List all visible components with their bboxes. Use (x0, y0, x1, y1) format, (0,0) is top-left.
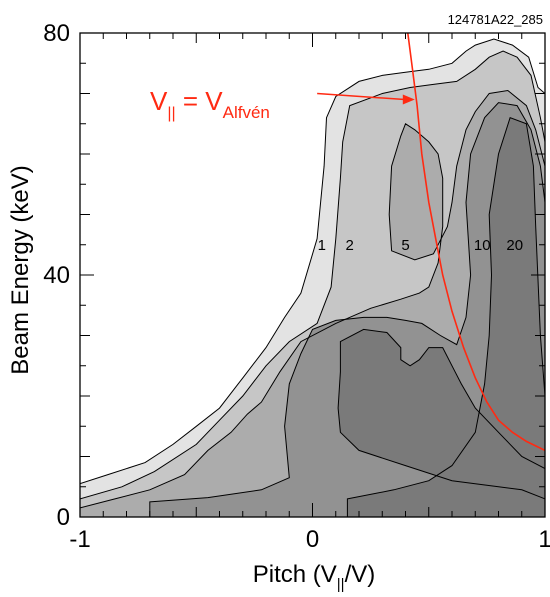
x-tick-label: 1 (538, 526, 550, 553)
axis-ticks (79, 32, 546, 518)
contour-fill-inner (338, 329, 545, 499)
contour-lines (80, 38, 545, 517)
contour-line-level-10 (149, 102, 545, 517)
annotation-label: V|| = VAlfvén (150, 86, 270, 122)
contour-label-2: 2 (346, 237, 354, 254)
contour-level-labels: 1 2 5 10 20 (318, 237, 523, 254)
contour-label-10: 10 (474, 237, 491, 254)
y-tick-label: 40 (43, 262, 70, 289)
figure-id: 124781A22_285 (448, 12, 543, 27)
alfven-annotation: V|| = VAlfvén (150, 86, 415, 122)
annotation-arrow-head (402, 94, 415, 105)
x-axis-title: Pitch (V||/V) (253, 561, 376, 593)
annotation-arrow-shaft (317, 92, 405, 101)
contour-line-level-1 (80, 38, 545, 517)
contour-line-level-20 (346, 117, 545, 517)
y-axis-title: Beam Energy (keV) (7, 165, 34, 374)
contour-fill-level-20 (347, 117, 545, 517)
contour-line-level-2 (80, 50, 545, 517)
alfven-curve-group (407, 33, 545, 452)
alfven-curve (407, 33, 545, 452)
contour-label-5: 5 (401, 237, 409, 254)
y-tick-label: 80 (43, 20, 70, 47)
x-tick-label: -1 (69, 526, 90, 553)
contour-line-level-5 (80, 89, 545, 517)
contour-line-inner (337, 328, 545, 500)
contour-label-1: 1 (318, 237, 326, 254)
contour-label-20: 20 (506, 237, 523, 254)
y-tick-label: 0 (57, 504, 70, 531)
x-tick-label: 0 (306, 526, 319, 553)
